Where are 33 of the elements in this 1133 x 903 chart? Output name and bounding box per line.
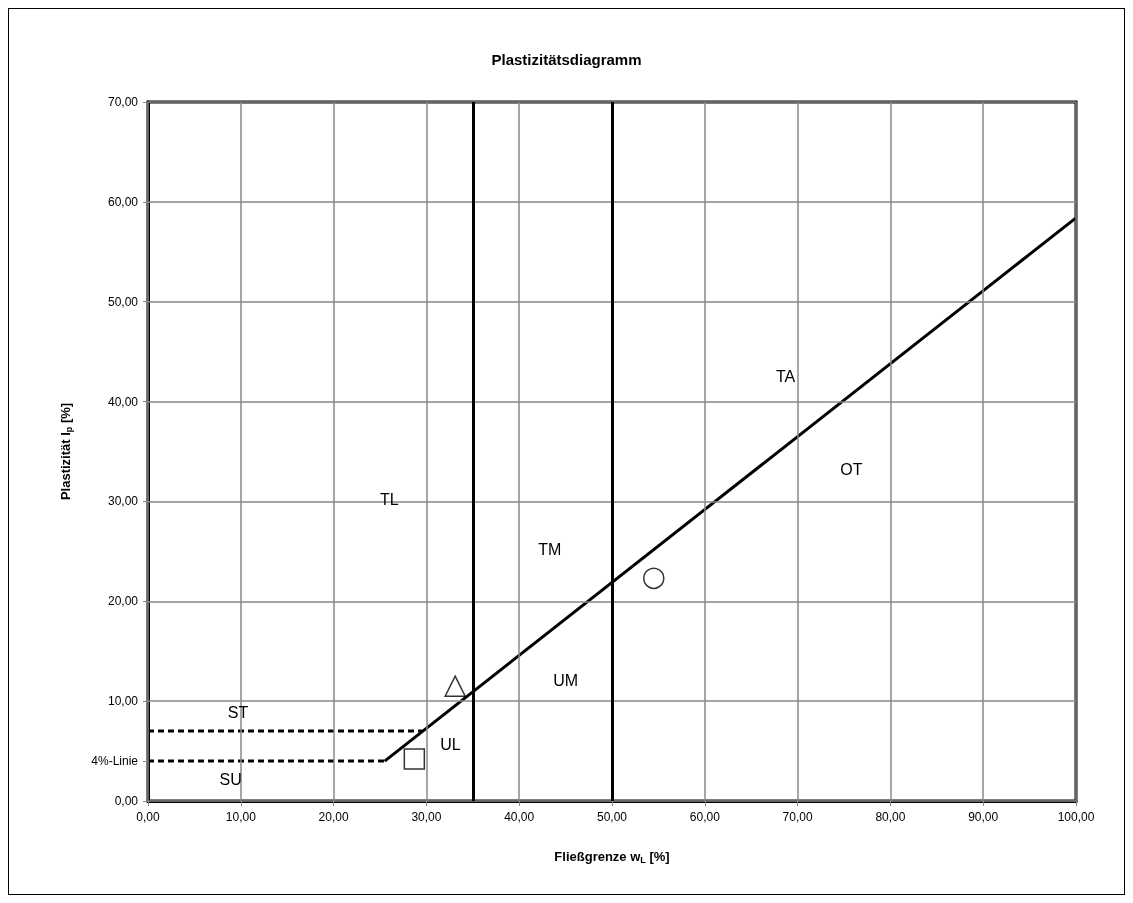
point bbox=[643, 567, 665, 590]
x-tick-label: 10,00 bbox=[225, 810, 257, 824]
x-tick-label: 60,00 bbox=[689, 810, 721, 824]
x-tick-label: 50,00 bbox=[596, 810, 628, 824]
x-tick-label: 40,00 bbox=[504, 810, 535, 824]
x-tick-label: 30,00 bbox=[411, 810, 442, 824]
y-tick-label: 70,00 bbox=[107, 95, 139, 109]
y-tick-label: 50,00 bbox=[107, 294, 139, 309]
y-tick-label: 4%-Linie bbox=[91, 754, 139, 769]
annotation: TA bbox=[775, 368, 796, 386]
annotation: TL bbox=[379, 490, 399, 508]
y-tick-label: 10,00 bbox=[107, 694, 139, 709]
chart-title: Plastizitätsdiagramm bbox=[491, 51, 642, 68]
annotation: OT bbox=[840, 461, 863, 479]
annotation: ST bbox=[227, 703, 249, 721]
annotation: UM bbox=[553, 671, 579, 689]
y-axis-title: Plastizität Ip [%] bbox=[58, 402, 74, 501]
annotation: UL bbox=[440, 735, 461, 753]
y-tick-label: 60,00 bbox=[107, 194, 139, 209]
x-tick-label: 70,00 bbox=[782, 810, 813, 824]
x-tick-label: 90,00 bbox=[968, 810, 999, 824]
x-tick-label: 100,00 bbox=[1057, 810, 1095, 824]
y-tick-label: 30,00 bbox=[107, 494, 139, 509]
y-tick-label: 40,00 bbox=[107, 394, 139, 409]
y-tick-label: 0,00 bbox=[114, 794, 139, 808]
annotation: TM bbox=[538, 540, 562, 558]
x-tick-label: 0,00 bbox=[136, 810, 160, 824]
point bbox=[403, 748, 426, 770]
x-tick-label: 20,00 bbox=[318, 810, 349, 824]
y-tick-label: 20,00 bbox=[107, 594, 139, 609]
annotation: SU bbox=[219, 770, 242, 788]
point bbox=[444, 675, 466, 697]
x-tick-label: 80,00 bbox=[875, 810, 906, 824]
